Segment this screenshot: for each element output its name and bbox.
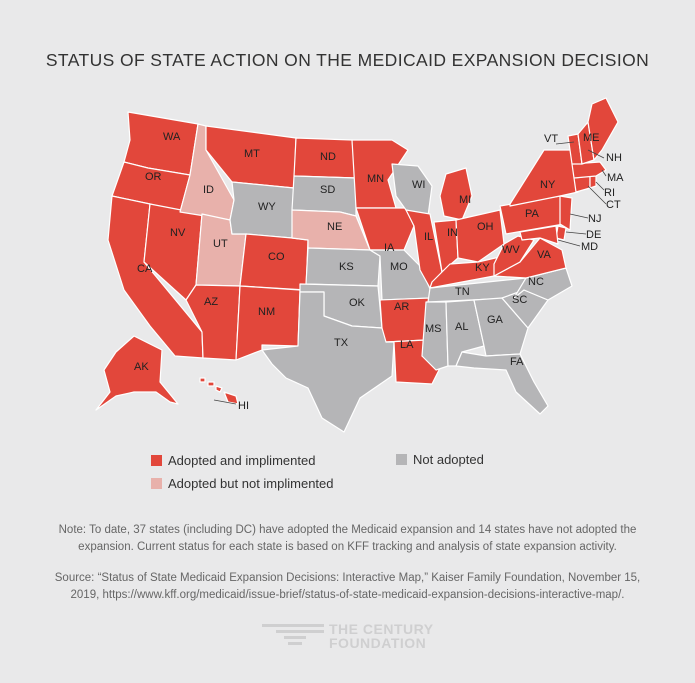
label-HI: HI xyxy=(238,400,249,412)
label-WV: WV xyxy=(502,244,520,256)
legend-label-adopted: Adopted and implimented xyxy=(168,453,316,468)
label-NV: NV xyxy=(170,227,186,239)
label-TX: TX xyxy=(334,337,349,349)
label-WA: WA xyxy=(163,131,181,143)
label-SD: SD xyxy=(320,184,335,196)
label-CO: CO xyxy=(268,251,285,263)
label-KY: KY xyxy=(475,262,490,274)
label-NY: NY xyxy=(540,179,556,191)
label-IN: IN xyxy=(447,227,458,239)
state-CT xyxy=(573,175,591,193)
label-OH: OH xyxy=(477,221,494,233)
state-TX xyxy=(261,291,395,433)
state-MS xyxy=(421,301,449,371)
state-HI xyxy=(199,377,239,405)
state-AK xyxy=(95,335,179,411)
label-NM: NM xyxy=(258,306,275,318)
map-title: STATUS OF STATE ACTION ON THE MEDICAID E… xyxy=(45,50,650,70)
label-KS: KS xyxy=(339,261,354,273)
label-IL: IL xyxy=(424,231,433,243)
label-CA: CA xyxy=(137,263,153,275)
leader-lines xyxy=(213,141,607,405)
state-MA xyxy=(571,161,607,179)
label-MS: MS xyxy=(425,323,442,335)
source-text: Source: “Status of State Medicaid Expans… xyxy=(54,572,641,601)
legend-adopted: Adopted and implimented xyxy=(151,453,315,468)
label-VA: VA xyxy=(537,249,552,261)
label-MD: MD xyxy=(581,241,598,253)
label-AR: AR xyxy=(394,301,409,313)
logo-line-2: FOUNDATION xyxy=(329,635,427,651)
state-MD xyxy=(519,225,559,245)
label-ME: ME xyxy=(583,132,600,144)
label-MT: MT xyxy=(244,148,260,160)
label-NJ: NJ xyxy=(588,213,601,225)
label-NE: NE xyxy=(327,221,342,233)
label-WI: WI xyxy=(412,179,425,191)
label-LA: LA xyxy=(400,339,414,351)
logo-line-1: THE CENTURY xyxy=(329,621,434,637)
label-MA: MA xyxy=(607,172,624,184)
state-OH xyxy=(455,209,505,263)
label-NH: NH xyxy=(606,152,622,164)
logo-wordmark: THE CENTURY FOUNDATION xyxy=(329,622,434,650)
label-TN: TN xyxy=(455,286,470,298)
legend-swatch-not-adopted xyxy=(396,454,407,465)
label-MN: MN xyxy=(367,173,384,185)
label-AL: AL xyxy=(455,321,468,333)
label-RI: RI xyxy=(604,187,615,199)
legend-adopted-not-implemented: Adopted but not implimented xyxy=(151,476,334,491)
label-ID: ID xyxy=(203,184,214,196)
state-ME xyxy=(587,97,619,161)
state-KS xyxy=(305,247,381,287)
label-OK: OK xyxy=(349,297,366,309)
label-MO: MO xyxy=(390,261,408,273)
label-SC: SC xyxy=(512,294,527,306)
label-GA: GA xyxy=(487,314,504,326)
state-IA xyxy=(355,207,415,251)
logo-mark-icon xyxy=(262,624,324,645)
label-UT: UT xyxy=(213,238,228,250)
state-RI xyxy=(589,175,597,189)
note-text: Note: To date, 37 states (including DC) … xyxy=(58,524,637,553)
label-AK: AK xyxy=(134,361,149,373)
state-labels: WA OR CA NV ID UT AZ MT WY CO NM ND SD N… xyxy=(134,131,624,412)
century-foundation-logo: THE CENTURY FOUNDATION xyxy=(262,622,442,652)
legend-label-not-adopted: Not adopted xyxy=(413,452,484,467)
legend-label-adopted-not-implemented: Adopted but not implimented xyxy=(168,476,334,491)
label-PA: PA xyxy=(525,208,540,220)
state-WV xyxy=(493,235,535,277)
label-CT: CT xyxy=(606,199,621,211)
label-MI: MI xyxy=(459,194,471,206)
label-NC: NC xyxy=(528,276,544,288)
legend-swatch-adopted xyxy=(151,455,162,466)
label-WY: WY xyxy=(258,201,276,213)
legend-swatch-adopted-not-implemented xyxy=(151,478,162,489)
label-FL: FA xyxy=(510,356,524,368)
label-AZ: AZ xyxy=(204,296,218,308)
state-FL xyxy=(455,351,549,415)
label-ND: ND xyxy=(320,151,336,163)
state-NJ xyxy=(559,195,573,231)
label-OR: OR xyxy=(145,171,162,183)
label-VT: VT xyxy=(544,133,558,145)
label-IA: IA xyxy=(384,242,395,254)
legend-not-adopted: Not adopted xyxy=(396,452,484,467)
label-DE: DE xyxy=(586,229,601,241)
